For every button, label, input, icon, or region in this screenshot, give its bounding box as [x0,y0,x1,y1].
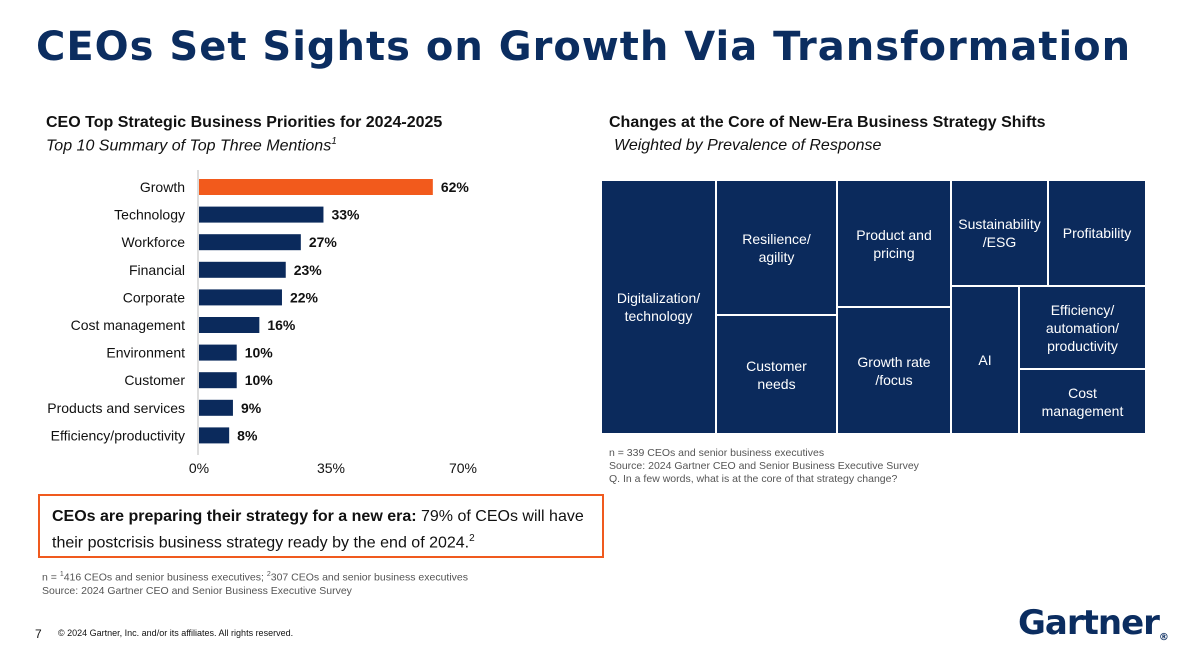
right-chart-subheading: Weighted by Prevalence of Response [614,137,882,154]
gartner-logo: Gartner® [1018,603,1169,643]
callout-box: CEOs are preparing their strategy for a … [38,494,604,558]
data-label: 33% [331,207,360,223]
x-tick-label: 0% [189,460,209,476]
page-title: CEOs Set Sights on Growth Via Transforma… [36,24,1132,70]
category-label: Workforce [121,234,185,250]
treemap-tile-product-pricing: Product and pricing [838,181,950,306]
bar [199,344,237,361]
category-label: Technology [114,207,185,223]
right-note-source: Source: 2024 Gartner CEO and Senior Busi… [609,460,919,472]
bar [199,317,260,333]
right-chart-notes: n = 339 CEOs and senior business executi… [609,447,919,486]
treemap-tile-resilience: Resilience/ agility [717,181,836,314]
treemap-tile-growth-rate: Growth rate /focus [838,308,950,433]
data-label: 22% [290,289,319,305]
treemap-tile-customer-needs: Customer needs [717,316,836,433]
data-label: 10% [245,345,274,361]
category-label: Customer [124,372,185,388]
x-tick-label: 35% [317,460,345,476]
category-label: Environment [106,345,185,361]
category-label: Cost management [71,317,186,333]
left-chart-subheading: Top 10 Summary of Top Three Mentions1 [46,136,337,155]
right-note-n: n = 339 CEOs and senior business executi… [609,447,825,459]
data-label: 9% [241,400,262,416]
bar [199,289,282,306]
treemap-tile-ai: AI [952,287,1018,433]
left-chart-notes: n = 1416 CEOs and senior business execut… [42,568,468,598]
treemap-tile-efficiency: Efficiency/ automation/ productivity [1020,287,1145,368]
category-label: Growth [140,179,185,195]
bar [199,234,301,251]
treemap-tile-sustainability: Sustainability /ESG [952,181,1047,285]
callout-text: 79% of CEOs will have their postcrisis b… [52,508,584,552]
data-label: 62% [441,179,470,195]
left-note-n: n = 1416 CEOs and senior business execut… [42,571,469,584]
bar [199,206,324,223]
bar [199,261,286,278]
data-label: 27% [309,234,338,250]
right-note-question: Q. In a few words, what is at the core o… [609,473,898,485]
data-label: 16% [267,317,296,333]
category-label: Products and services [47,400,185,416]
copyright: © 2024 Gartner, Inc. and/or its affiliat… [58,628,294,638]
priorities-bar-chart: Growth 62% Technology 33% Workforce 27% Financ… [47,170,477,476]
treemap-tile-cost-management: Cost management [1020,370,1145,433]
treemap-tile-digitalization: Digitalization/ technology [602,181,715,433]
strategy-shifts-treemap: Digitalization/ technology Resilience/ a… [602,181,1145,433]
callout-bold: CEOs are preparing their strategy for a … [52,508,417,525]
category-label: Financial [129,262,185,278]
treemap-tile-profitability: Profitability [1049,181,1145,285]
data-label: 23% [294,262,323,278]
bar [199,179,433,195]
left-chart-heading: CEO Top Strategic Business Priorities fo… [46,114,443,131]
bar [199,372,237,389]
bar [199,399,233,416]
callout-sup: 2 [469,533,475,544]
category-label: Efficiency/productivity [51,427,185,443]
x-tick-label: 70% [449,460,477,476]
left-note-source: Source: 2024 Gartner CEO and Senior Busi… [42,584,352,597]
bar [199,427,230,444]
right-chart-heading: Changes at the Core of New-Era Business … [609,114,1046,131]
data-label: 8% [237,427,258,443]
data-label: 10% [245,372,274,388]
category-label: Corporate [123,289,185,305]
page-number: 7 [35,627,42,641]
